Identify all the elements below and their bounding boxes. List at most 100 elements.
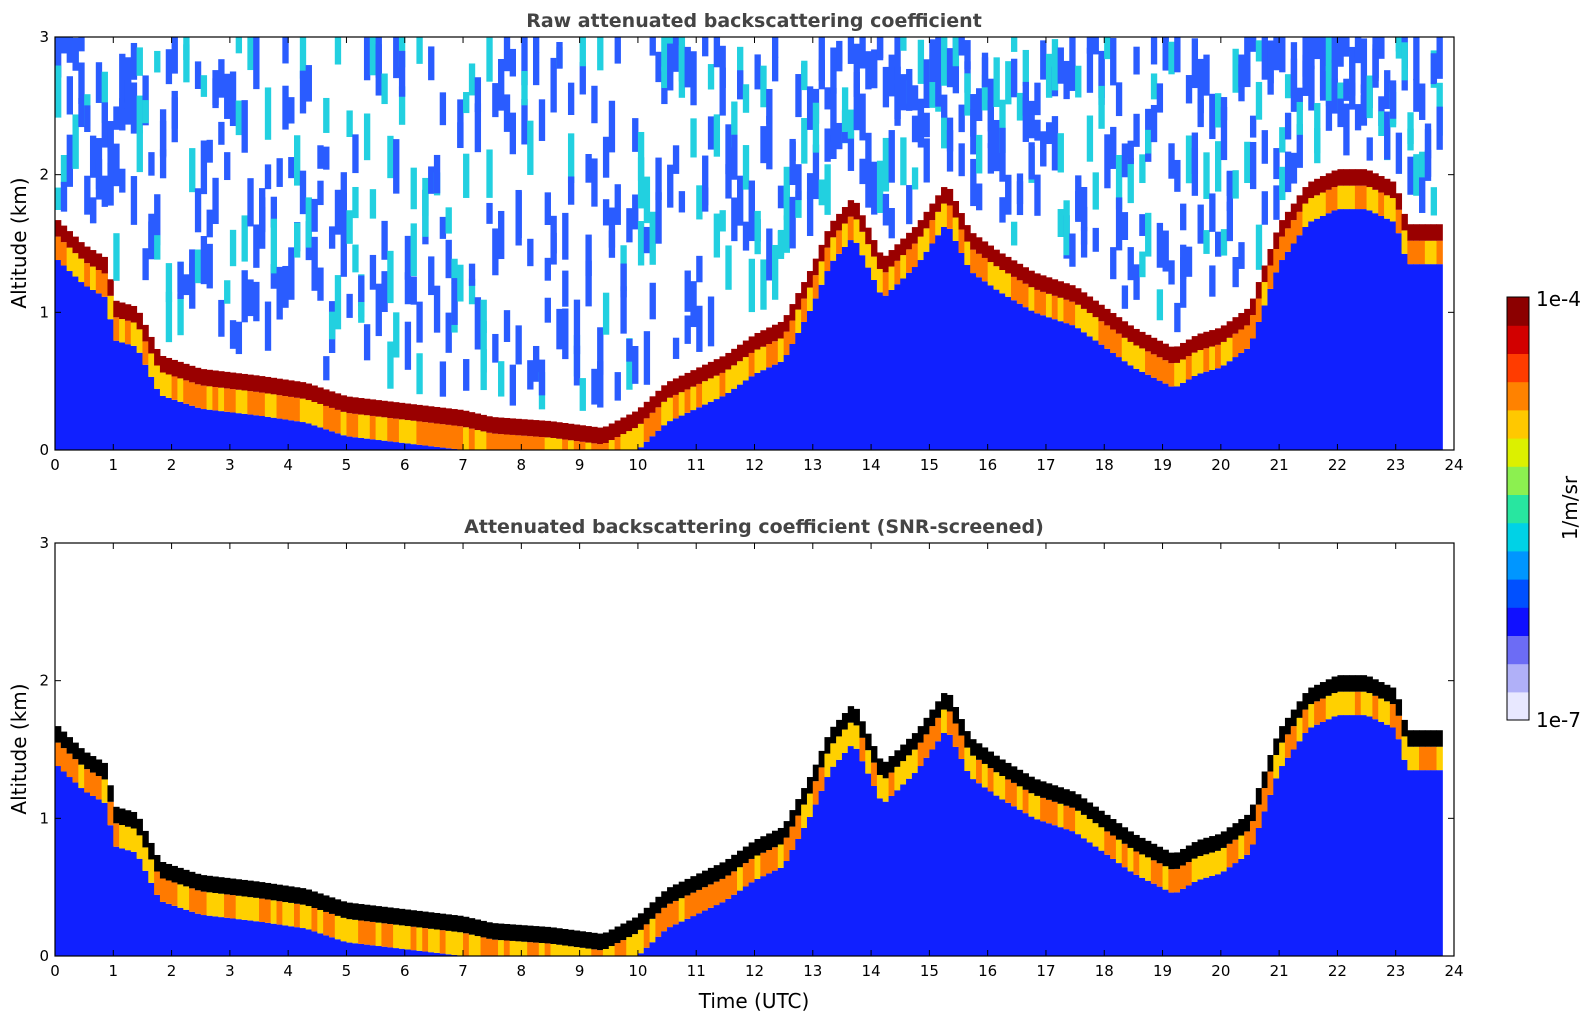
boundary-layer-cell (300, 928, 306, 956)
aerosol-cell (714, 882, 720, 905)
noise-cell (416, 353, 422, 394)
cloud-layer-cell (1198, 840, 1204, 857)
cloud-layer-cell (912, 733, 918, 750)
cloud-layer-cell (1203, 838, 1209, 855)
aerosol-cell (1034, 290, 1040, 313)
noise-cell (1151, 73, 1157, 99)
boundary-layer-cell (836, 254, 842, 450)
noise-cell (865, 51, 871, 89)
aerosol-cell (550, 944, 556, 956)
aerosol-cell (708, 884, 714, 907)
aerosol-cell (137, 329, 143, 352)
boundary-layer-cell (1244, 349, 1250, 450)
noise-cell (603, 137, 609, 178)
boundary-layer-cell (1297, 741, 1303, 956)
boundary-layer-cell (1262, 305, 1268, 450)
cloud-layer-cell (929, 204, 935, 221)
aerosol-cell (929, 726, 935, 749)
cloud-layer-cell (900, 239, 906, 256)
cloud-layer-cell (725, 859, 731, 876)
boundary-layer-cell (253, 415, 259, 450)
boundary-layer-cell (346, 943, 352, 956)
x-tick-label: 22 (1328, 456, 1347, 474)
noise-cell (131, 43, 137, 80)
aerosol-cell (609, 946, 615, 956)
cloud-layer-cell (230, 373, 236, 390)
aerosol-cell (685, 389, 691, 412)
cloud-layer-cell (177, 868, 183, 885)
colorbar-cell (1507, 579, 1529, 608)
noise-cell (463, 92, 469, 113)
cloud-layer-cell (1081, 292, 1087, 309)
cloud-layer-cell (446, 914, 452, 931)
x-tick-label: 2 (167, 456, 177, 474)
noise-cell (1163, 37, 1169, 71)
noise-cell (1256, 225, 1262, 270)
boundary-layer-cell (784, 355, 790, 450)
noise-cell (545, 258, 551, 281)
boundary-layer-cell (306, 423, 312, 450)
noise-cell (90, 136, 96, 178)
noise-cell (1139, 214, 1145, 236)
boundary-layer-cell (78, 788, 84, 956)
noise-cell (55, 66, 61, 118)
aerosol-cell (1017, 786, 1023, 809)
noise-cell (113, 144, 119, 187)
cloud-layer-cell (836, 214, 842, 231)
noise-cell (580, 37, 586, 66)
cloud-layer-cell (650, 396, 656, 413)
boundary-layer-cell (1098, 345, 1104, 450)
noise-cell (755, 54, 761, 89)
boundary-layer-cell (329, 937, 335, 956)
noise-cell (84, 105, 90, 132)
noise-cell (1040, 131, 1046, 166)
cloud-layer-cell (1232, 823, 1238, 840)
aerosol-cell (1372, 190, 1378, 213)
noise-cell (789, 139, 795, 161)
noise-cell (1075, 66, 1081, 98)
aerosol-cell (90, 267, 96, 290)
noise-cell (521, 99, 527, 144)
cloud-layer-cell (1093, 807, 1099, 824)
noise-cell (650, 283, 656, 320)
noise-cell (1034, 83, 1040, 116)
noise-cell (253, 224, 259, 267)
aerosol-cell (935, 718, 941, 741)
aerosol-cell (405, 420, 411, 443)
cloud-layer-cell (1407, 730, 1413, 747)
noise-cell (61, 37, 67, 53)
cloud-layer-cell (1332, 171, 1338, 188)
aerosol-cell (1326, 696, 1332, 719)
cloud-layer-cell (1209, 330, 1215, 347)
x-tick-label: 18 (1095, 962, 1114, 980)
noise-cell (1203, 55, 1209, 96)
noise-cell (801, 61, 807, 90)
cloud-layer-cell (364, 905, 370, 922)
noise-cell (486, 149, 492, 197)
boundary-layer-cell (1011, 300, 1017, 450)
aerosol-cell (1367, 693, 1373, 716)
aerosol-cell (1104, 831, 1110, 854)
aerosol-cell (620, 434, 626, 450)
aerosol-cell (1244, 831, 1250, 854)
noise-cell (242, 215, 248, 261)
y-axis-label: Altitude (km) (7, 683, 31, 814)
aerosol-cell (1163, 866, 1169, 889)
aerosol-cell (539, 943, 545, 956)
noise-cell (906, 69, 912, 111)
cloud-layer-cell (900, 745, 906, 762)
cloud-layer-cell (1168, 853, 1174, 870)
noise-cell (1221, 97, 1227, 120)
cloud-layer-cell (591, 933, 597, 950)
boundary-layer-cell (358, 944, 364, 956)
noise-cell (626, 339, 632, 362)
boundary-layer-cell (947, 735, 953, 956)
noise-cell (1180, 204, 1186, 231)
cloud-layer-cell (1384, 685, 1390, 702)
noise-cell (102, 176, 108, 207)
cloud-layer-cell (626, 415, 632, 432)
cloud-layer-cell (486, 922, 492, 939)
cloud-layer-cell (1419, 730, 1425, 747)
boundary-layer-cell (1273, 272, 1279, 450)
noise-cell (1407, 157, 1413, 195)
